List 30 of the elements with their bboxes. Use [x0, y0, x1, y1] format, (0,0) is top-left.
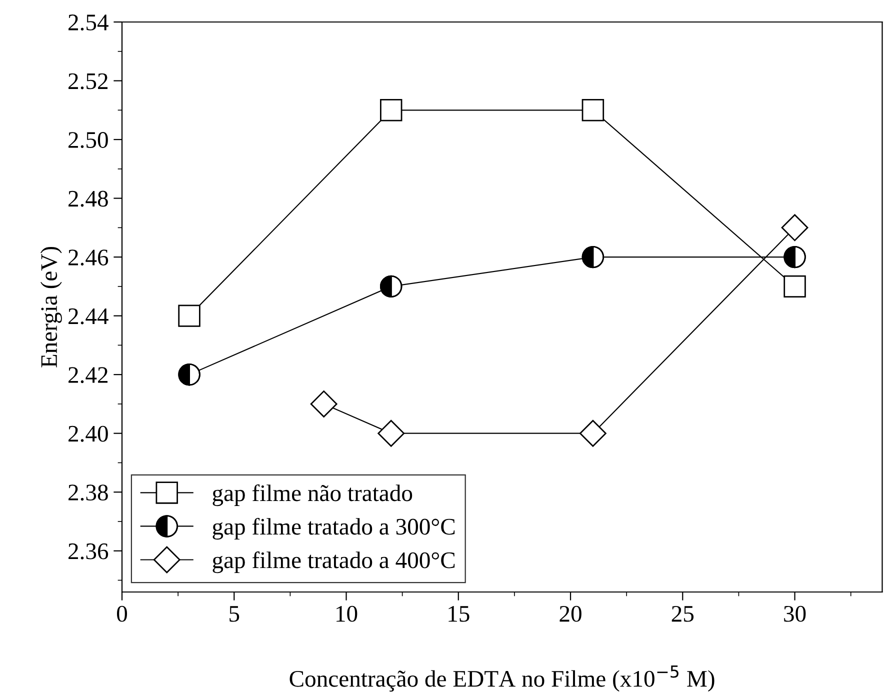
x-tick-label: 20: [560, 606, 582, 622]
point: [582, 99, 604, 122]
y-tick-label: 2.36: [68, 543, 108, 560]
x-tick-label: 25: [672, 606, 694, 622]
point: [781, 214, 808, 242]
x-tick-label: 0: [116, 606, 128, 622]
y-tick-label: 2.40: [68, 426, 108, 442]
y-tick-label: 2.38: [68, 484, 108, 501]
point: [178, 304, 200, 327]
y-tick-label: 2.46: [68, 250, 108, 266]
legend-label: gap filme tratado a 400°C: [212, 551, 455, 574]
y-tick-label: 2.50: [68, 132, 108, 148]
point: [378, 420, 405, 447]
y-tick-label: 2.52: [68, 73, 108, 90]
x-tick-label: 10: [336, 606, 358, 622]
point: [310, 390, 338, 418]
y-tick-label: 2.48: [68, 190, 108, 207]
x-tick-label: 30: [784, 606, 806, 622]
legend-label: gap filme tratado a 300°C: [212, 518, 455, 540]
legend-label: gap filme não tratado: [212, 484, 412, 506]
y-tick-label: 2.54: [68, 14, 108, 31]
point: [579, 420, 606, 447]
point: [380, 99, 402, 122]
y-tick-label: 2.44: [68, 308, 108, 324]
x-tick-label: 15: [448, 606, 470, 622]
point: [784, 275, 806, 298]
y-axis-title: Energia (eV): [40, 246, 62, 368]
x-axis-title: Concentração de EDTA no Filme (x10$^{−5}$ M): [290, 665, 714, 692]
y-tick-label: 2.42: [68, 367, 108, 384]
x-tick-label: 5: [230, 606, 240, 622]
